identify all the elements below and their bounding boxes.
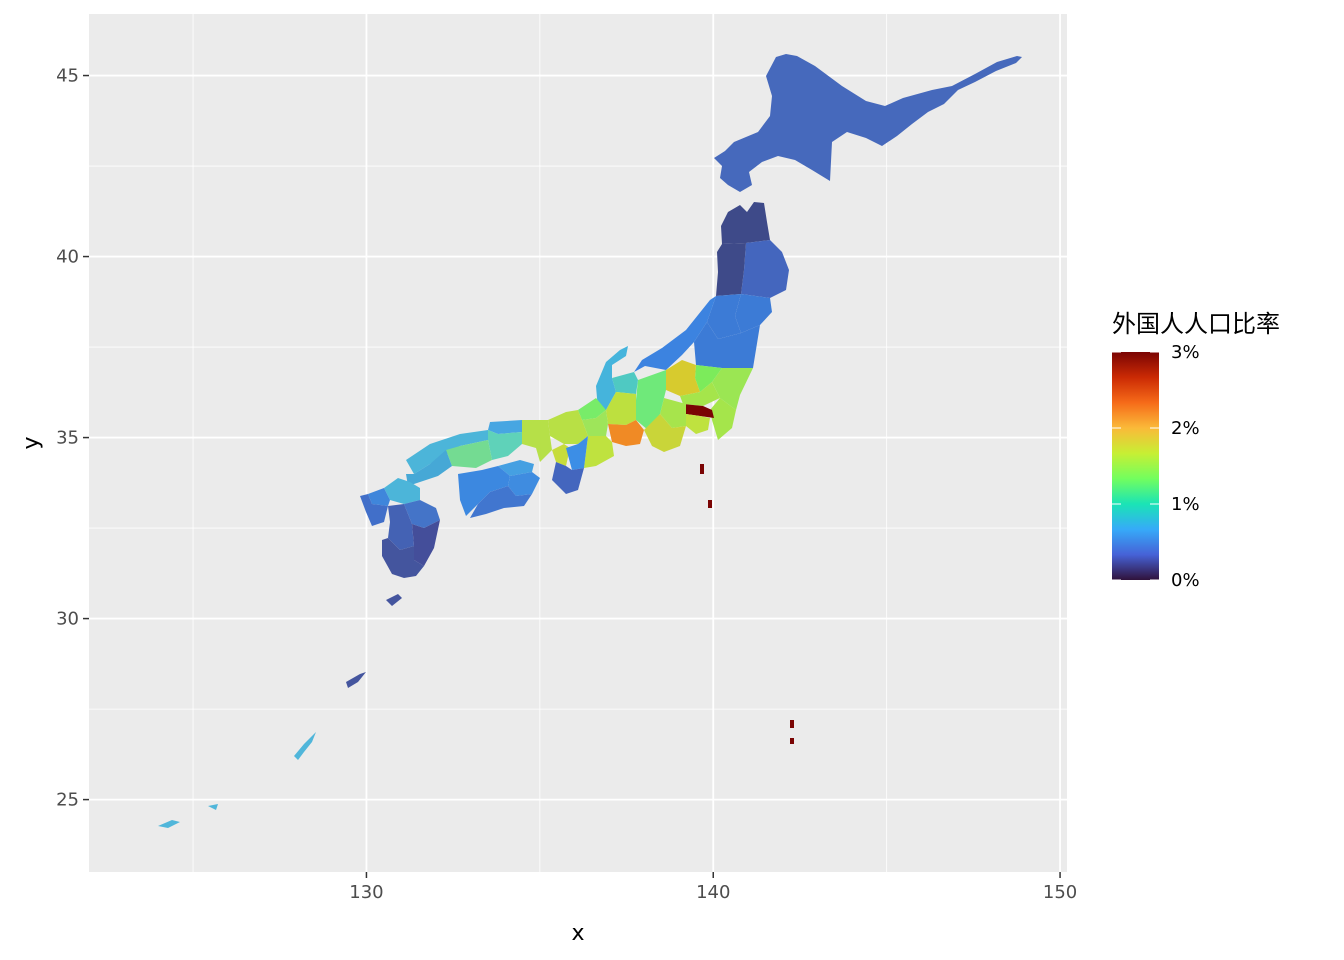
legend-colorbar (1112, 352, 1159, 580)
y-tick-label: 25 (56, 790, 79, 811)
legend-title: 外国人人口比率 (1112, 310, 1280, 338)
y-axis-ticks: 25 30 35 40 45 (56, 66, 89, 811)
legend-label: 0% (1171, 570, 1200, 591)
x-axis-title: x (571, 921, 584, 946)
y-tick-label: 40 (56, 247, 79, 268)
region-和歌山 (552, 462, 584, 494)
region-東京 (683, 404, 714, 418)
region-群馬 (666, 360, 700, 396)
major-gridlines (89, 14, 1067, 872)
region-鹿児島 (382, 538, 424, 578)
region-大分 (404, 500, 440, 528)
legend: 外国人人口比率 0% 1% 2% 3% (1112, 310, 1280, 591)
region-岐阜 (606, 392, 636, 425)
region-山梨 (660, 398, 686, 428)
region-山口 (406, 450, 452, 486)
region-茨城 (712, 368, 753, 410)
region-栃木 (695, 365, 722, 392)
region-熊本 (388, 504, 414, 550)
region-宮崎 (412, 520, 440, 566)
region-奈良 (566, 436, 588, 470)
region-岩手 (741, 240, 789, 298)
region-岡山 (488, 430, 522, 460)
region-京都 (548, 410, 588, 444)
y-tick-label: 45 (56, 66, 79, 87)
x-tick-label: 130 (349, 882, 383, 903)
x-tick-label: 140 (696, 882, 730, 903)
x-tick-label: 150 (1043, 882, 1077, 903)
y-tick-label: 35 (56, 428, 79, 449)
region-青森 (721, 202, 770, 244)
region-神奈川 (686, 414, 710, 434)
region-山形 (707, 294, 741, 339)
region-香川 (498, 460, 534, 476)
region-長野 (636, 370, 666, 430)
legend-label: 2% (1171, 418, 1200, 439)
region-福井 (578, 398, 606, 420)
x-axis-ticks: 130 140 150 (349, 872, 1077, 903)
japan-map (158, 54, 1022, 828)
region-大阪 (552, 444, 570, 466)
legend-label: 3% (1171, 342, 1200, 363)
legend-ticks: 0% 1% 2% 3% (1112, 342, 1200, 591)
region-兵庫 (522, 420, 552, 462)
legend-label: 1% (1171, 494, 1200, 515)
region-福島 (694, 322, 760, 368)
region-鳥取 (488, 420, 522, 434)
region-秋田 (716, 243, 746, 296)
y-axis-title: y (19, 436, 44, 449)
region-滋賀 (582, 410, 608, 436)
region-新潟 (634, 296, 716, 372)
region-埼玉 (680, 382, 720, 406)
region-広島 (446, 440, 492, 468)
region-長崎 (360, 494, 388, 526)
region-愛媛 (458, 466, 510, 516)
region-福岡 (384, 478, 420, 504)
region-北海道 (714, 54, 1022, 192)
region-徳島 (508, 472, 540, 496)
region-佐賀 (368, 488, 390, 506)
region-宮城 (735, 294, 772, 333)
region-高知 (470, 486, 532, 518)
region-千葉 (710, 398, 736, 440)
y-tick-label: 30 (56, 609, 79, 630)
region-富山 (612, 372, 638, 394)
region-愛知 (608, 420, 644, 446)
region-三重 (584, 436, 614, 468)
region-石川 (596, 346, 628, 410)
region-静岡 (644, 414, 686, 452)
